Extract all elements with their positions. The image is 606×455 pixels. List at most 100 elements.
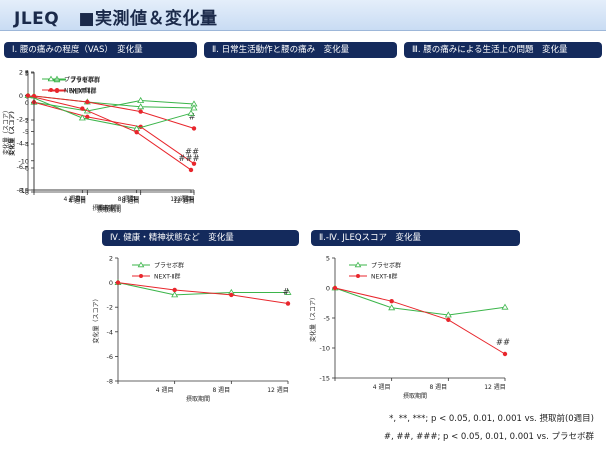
series-line [334,287,506,316]
x-tick-label: 4 週目 [63,195,81,203]
data-point [115,280,121,285]
y-tick-label: -6 [23,165,29,173]
data-point [444,311,452,318]
x-tick-label: 4 週目 [156,386,174,394]
y-tick-label: -6 [107,353,113,361]
data-point [85,114,90,120]
x-axis-title: 摂取期間 [403,392,427,400]
x-tick-label: 8 週目 [212,386,230,394]
y-tick-label: -5 [324,315,330,323]
data-point [191,126,197,131]
x-axis-title: 摂取期間 [92,204,116,212]
panel-4-title: Ⅳ. 健康・精神状態など 変化量 [102,230,299,246]
data-point [137,103,145,110]
legend-label: NEXT-Ⅱ群 [154,272,181,280]
y-tick-label: -15 [319,375,330,383]
panel-1-title: Ⅰ. 腰の痛みの程度（VAS） 変化量 [4,42,197,58]
panel-2-title: Ⅱ. 日常生活動作と腰の痛み 変化量 [204,42,397,58]
data-point [78,114,86,121]
data-point [25,93,31,98]
x-tick-label: 4 週目 [68,195,86,203]
y-tick-label: 5 [25,70,29,78]
series-line [117,282,289,305]
x-tick-label: 4 週目 [68,197,86,205]
significance-mark: ## [496,338,510,348]
data-point [332,285,338,291]
data-point [172,287,177,293]
y-tick-label: 2 [25,69,29,77]
data-point [388,304,396,311]
y-tick-label: -10 [319,345,330,353]
data-point [188,167,194,173]
y-axis-title: 変化量（スコア） [8,108,16,156]
y-axis-title: 変化量（スコア） [92,295,100,343]
y-tick-label: 0 [326,285,330,293]
data-point [187,109,195,116]
significance-mark: ### [178,154,199,164]
legend-marker [49,88,53,92]
significance-mark: # [282,288,289,298]
data-point [171,291,179,298]
data-point [190,104,198,111]
y-tick-label: -10 [18,157,29,165]
footnote-1: *, **, ***; p < 0.05, 0.01, 0.001 vs. 摂取… [389,414,594,424]
y-tick-label: -8 [17,187,23,195]
legend-label: NEXT-Ⅱ群 [70,87,97,95]
legend-marker [47,75,55,82]
y-tick-label: -8 [23,189,29,197]
significance-mark: ## [185,148,199,158]
series-line [117,282,288,296]
y-axis-title: 変化量（スコア） [309,294,317,342]
y-tick-label: -15 [18,187,29,195]
legend-label: NEXT-Ⅱ群 [371,272,398,280]
y-tick-label: -8 [107,378,113,386]
y-tick-label: -5 [23,128,29,136]
y-tick-label: 2 [109,255,113,263]
data-point [229,292,234,298]
series-line [27,95,192,130]
x-axis-title: 摂取期間 [97,206,121,214]
x-tick-label: 4 週目 [373,383,391,391]
data-point [389,299,394,304]
y-tick-label: -4 [17,139,23,147]
significance-mark: # [188,112,195,122]
legend-label: プラセボ群 [64,75,94,83]
data-point [284,288,292,295]
panel-3-title: Ⅲ. 腰の痛みによる生活上の問題 変化量 [404,42,602,58]
y-tick-label: -2 [17,116,23,124]
x-tick-label: 12 週目 [267,386,289,394]
legend-label: NEXT-Ⅱ群 [70,86,97,94]
x-axis-title: 摂取期間 [186,395,210,403]
legend-marker [139,274,143,278]
page-title: JLEQ ■実測値＆変化量 [14,9,218,29]
data-point [138,109,143,114]
x-tick-label: 8 週目 [429,383,447,391]
legend-label: プラセボ群 [70,75,100,83]
panel-5-title: Ⅱ.-Ⅳ. JLEQスコア 変化量 [311,230,520,246]
y-axis-title: 変化量（スコア） [2,107,10,155]
y-tick-label: -4 [23,141,29,149]
header-bar: JLEQ ■実測値＆変化量 [0,0,606,31]
y-axis-title: 変化量（スコア） [8,107,16,155]
x-tick-label: 8 週目 [122,197,140,205]
y-tick-label: 0 [25,99,29,107]
y-tick-label: -6 [17,163,23,171]
x-tick-label: 12 週目 [170,195,192,203]
data-point [137,96,145,103]
x-axis-title: 摂取期間 [97,204,121,212]
x-tick-label: 12 週目 [484,383,506,391]
footnote-2: #, ##, ###; p < 0.05, 0.01, 0.001 vs. プラ… [383,432,594,442]
series-line [334,287,506,355]
y-tick-label: 0 [109,279,113,287]
y-tick-label: 5 [326,255,330,263]
data-point [502,351,508,357]
y-tick-label: -2 [107,304,113,312]
data-point [80,106,85,111]
legend-label: プラセボ群 [70,76,100,84]
data-point [446,317,451,322]
data-point [191,161,197,166]
x-tick-label: 12 週目 [173,195,195,203]
series-line [27,95,192,171]
